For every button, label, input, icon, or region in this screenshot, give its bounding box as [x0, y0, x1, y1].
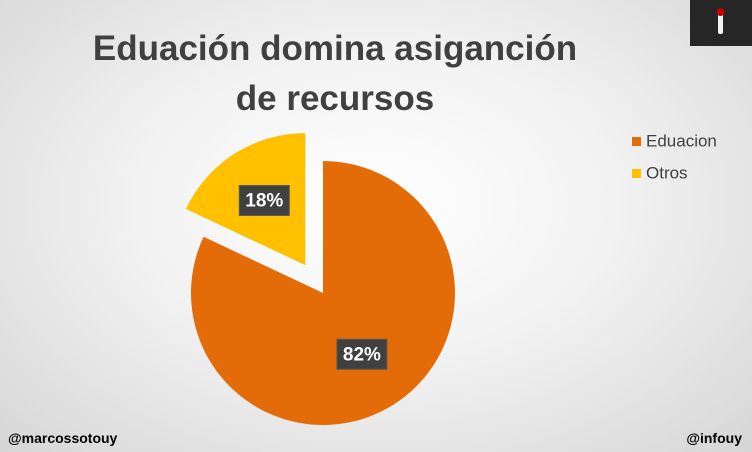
legend-label: Otros: [646, 163, 688, 182]
data-label: 82%: [343, 344, 381, 365]
legend-swatch: [632, 137, 641, 146]
source-note: @infouy: [686, 430, 742, 446]
logo-dot: [716, 8, 725, 16]
legend-swatch: [632, 169, 641, 178]
author-note: @marcossotouy: [8, 430, 118, 446]
label-box: [336, 338, 388, 370]
legend-label: Eduacion: [646, 131, 717, 150]
logo-pen: [718, 12, 723, 34]
data-label: 18%: [245, 191, 283, 212]
pie-slice: [191, 161, 455, 425]
chart-title: Eduación domina asiganción de recursos: [92, 29, 578, 118]
label-box: [238, 184, 290, 216]
